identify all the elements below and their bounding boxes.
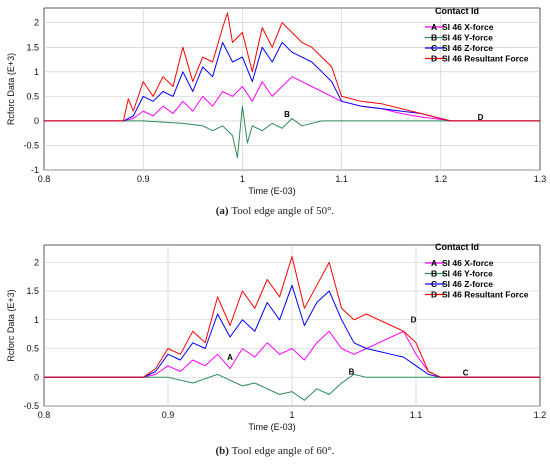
legend: Contact Id A SI 46 X-force B SI 46 Y-force C S… (425, 242, 529, 300)
y-tick-label: -1 (31, 165, 39, 175)
legend-entry-b: SI 46 Y-force (442, 269, 493, 279)
series-marker-a: A (227, 353, 233, 362)
y-axis-label: Rcforc Data (E+3) (6, 289, 16, 361)
x-tick-label: 1.1 (410, 410, 423, 420)
x-axis-label: Time (E-03) (248, 422, 295, 432)
x-tick-label: 1.2 (435, 174, 448, 184)
caption-label: (b) (215, 445, 231, 457)
series-marker-b: B (349, 367, 355, 376)
caption-label: (a) (216, 205, 232, 217)
caption-text: Tool edge angle of 50°. (231, 205, 334, 217)
x-axis-label: Time (E-03) (248, 186, 295, 196)
x-tick-label: 1.3 (534, 174, 547, 184)
series-marker-c: C (463, 369, 469, 378)
legend-title: Contact Id (435, 6, 479, 16)
y-tick-label: 0 (34, 116, 39, 126)
series-marker-d: D (411, 316, 417, 325)
y-tick-label: 0.5 (26, 91, 39, 101)
x-tick-label: 0.9 (137, 174, 150, 184)
legend-entry-c: SI 46 Z-force (442, 279, 493, 289)
legend-entry-letter: C (431, 43, 437, 53)
figure-caption: (a) Tool edge angle of 50°. (216, 205, 335, 217)
figure-caption: (b) Tool edge angle of 60°. (215, 445, 334, 457)
series-line-d (44, 12, 540, 122)
legend-entry-letter: A (431, 22, 437, 32)
series-marker-b: B (284, 110, 290, 119)
legend-entry-letter: B (431, 269, 437, 279)
x-tick-label: 0.8 (38, 410, 51, 420)
series-marker-d: D (478, 113, 484, 122)
legend-entry-letter: C (431, 279, 437, 289)
legend-entry-b: SI 46 Y-force (442, 33, 493, 43)
legend-entry-d: SI 46 Resultant Force (442, 54, 529, 64)
caption-text: Tool edge angle of 60°. (232, 445, 335, 457)
y-tick-label: 2 (34, 257, 39, 267)
series-line-c (44, 41, 540, 122)
x-tick-label: 1.2 (534, 410, 547, 420)
y-tick-label: 1.5 (26, 42, 39, 52)
legend-entry-letter: D (431, 54, 437, 64)
x-tick-label: 0.8 (38, 174, 51, 184)
legend-entry-letter: D (431, 290, 437, 300)
legend-entry-a: SI 46 X-force (442, 258, 494, 268)
y-tick-label: 2 (34, 18, 39, 28)
x-tick-label: 1.1 (335, 174, 348, 184)
legend-entry-d: SI 46 Resultant Force (442, 290, 529, 300)
legend-entry-a: SI 46 X-force (442, 22, 494, 32)
x-tick-label: 1 (240, 174, 245, 184)
y-tick-label: 1 (34, 315, 39, 325)
legend: Contact Id A SI 46 X-force B SI 46 Y-force C S… (425, 6, 529, 64)
y-tick-label: -0.5 (23, 140, 39, 150)
x-tick-label: 1 (289, 410, 294, 420)
y-tick-label: -0.5 (23, 401, 39, 411)
series-line-b (44, 373, 540, 401)
chart-panel-a: 0.8 0.9 1 1.1 1.2 1.3 -1 -0.5 0 0.5 1 1.5 2 B D Time (E… (6, 6, 546, 217)
y-tick-label: 1.5 (26, 286, 39, 296)
series-line-d (44, 256, 540, 378)
y-tick-label: 0 (34, 372, 39, 382)
series-line-b (44, 105, 540, 159)
series-line-a (44, 330, 540, 378)
legend-entry-letter: B (431, 33, 437, 43)
series-line-a (44, 76, 540, 122)
legend-entry-letter: A (431, 258, 437, 268)
y-axis-label: Rcforc Data (E+3) (6, 53, 16, 125)
y-tick-label: 1 (34, 67, 39, 77)
legend-title: Contact Id (435, 242, 479, 252)
series-line-c (44, 284, 540, 378)
legend-entry-c: SI 46 Z-force (442, 43, 493, 53)
y-tick-label: 0.5 (26, 344, 39, 354)
x-tick-label: 0.9 (162, 410, 175, 420)
